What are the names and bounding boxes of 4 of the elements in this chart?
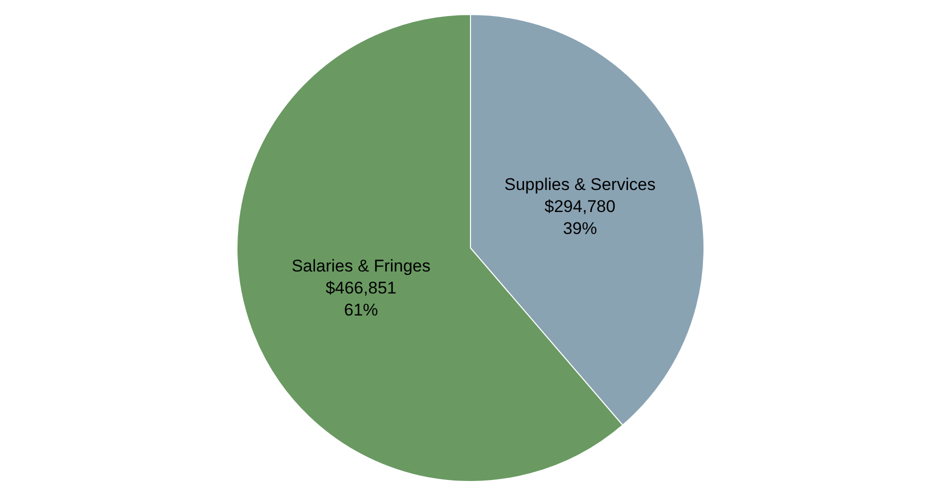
slice-label: Supplies & Services (504, 175, 656, 194)
data-label: $294,780 39% (544, 197, 616, 238)
data-label: $466,851 61% (326, 278, 396, 320)
slice-label: Salaries & Fringes (292, 256, 430, 276)
